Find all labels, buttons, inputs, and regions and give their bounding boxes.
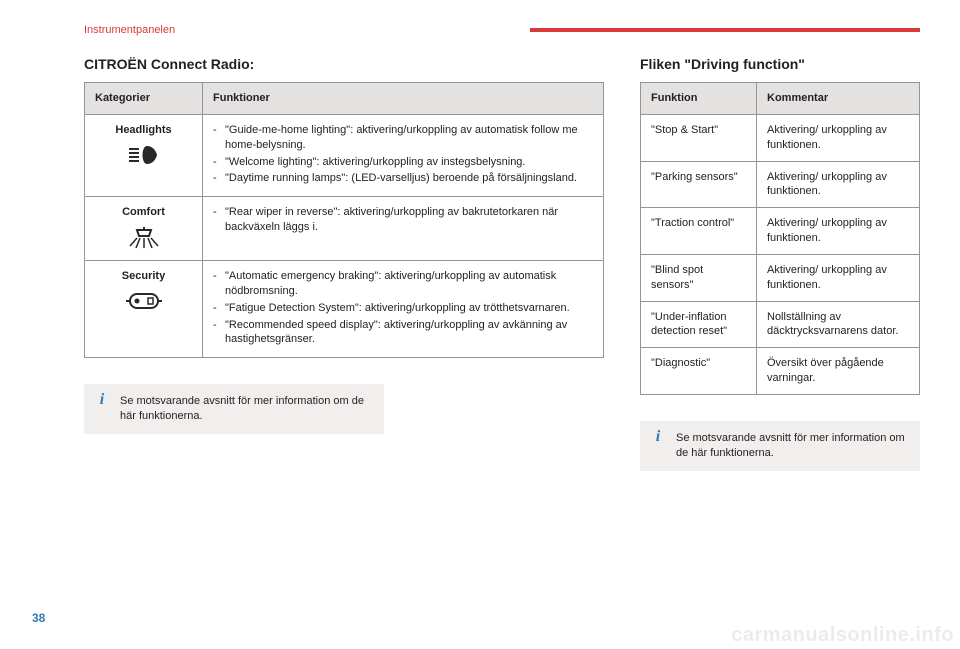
function-comment: Aktivering/ urkoppling av funktionen. xyxy=(757,114,920,161)
function-comment: Aktivering/ urkoppling av funktionen. xyxy=(757,161,920,208)
content-columns: CITROËN Connect Radio: Kategorier Funkti… xyxy=(84,56,920,471)
function-item: "Fatigue Detection System": aktivering/u… xyxy=(225,301,593,316)
page-number: 38 xyxy=(32,611,45,625)
headlight-icon xyxy=(95,144,192,166)
function-comment: Översikt över pågående varningar. xyxy=(757,348,920,395)
page-header: Instrumentpanelen xyxy=(84,24,920,36)
right-heading: Fliken "Driving function" xyxy=(640,56,920,72)
category-label: Security xyxy=(95,269,192,284)
function-item: "Daytime running lamps": (LED-varselljus… xyxy=(225,171,593,186)
function-comment: Nollställning av däcktrycksvarnarens dat… xyxy=(757,301,920,348)
table-row: Comfort xyxy=(85,197,604,261)
info-note-text: Se motsvarande avsnitt för mer informati… xyxy=(676,432,905,459)
category-cell: Headlights xyxy=(85,114,203,196)
category-cell: Comfort xyxy=(85,197,203,261)
function-comment: Aktivering/ urkoppling av funktionen. xyxy=(757,254,920,301)
category-label: Headlights xyxy=(95,123,192,138)
functions-cell: "Guide-me-home lighting": aktivering/urk… xyxy=(203,114,604,196)
function-name: "Traction control" xyxy=(641,208,757,255)
function-item: "Automatic emergency braking": aktiverin… xyxy=(225,269,593,299)
comfort-icon xyxy=(95,226,192,252)
function-item: "Recommended speed display": aktivering/… xyxy=(225,318,593,348)
categories-table: Kategorier Funktioner Headlights xyxy=(84,82,604,358)
info-note: i Se motsvarande avsnitt för mer informa… xyxy=(84,384,384,434)
function-comment: Aktivering/ urkoppling av funktionen. xyxy=(757,208,920,255)
table-row: "Under-inflation detection reset" Nollst… xyxy=(641,301,920,348)
function-item: "Welcome lighting": aktivering/urkopplin… xyxy=(225,155,593,170)
right-column: Fliken "Driving function" Funktion Komme… xyxy=(640,56,920,471)
category-label: Comfort xyxy=(95,205,192,220)
function-name: "Diagnostic" xyxy=(641,348,757,395)
functions-cell: "Automatic emergency braking": aktiverin… xyxy=(203,261,604,358)
category-cell: Security xyxy=(85,261,203,358)
function-name: "Under-inflation detection reset" xyxy=(641,301,757,348)
function-name: "Blind spot sensors" xyxy=(641,254,757,301)
table-row: "Blind spot sensors" Aktivering/ urkoppl… xyxy=(641,254,920,301)
function-item: "Guide-me-home lighting": aktivering/urk… xyxy=(225,123,593,153)
table-header-comment: Kommentar xyxy=(757,83,920,115)
function-name: "Parking sensors" xyxy=(641,161,757,208)
driving-function-table: Funktion Kommentar "Stop & Start" Aktive… xyxy=(640,82,920,395)
table-header-function: Funktion xyxy=(641,83,757,115)
table-row: "Parking sensors" Aktivering/ urkoppling… xyxy=(641,161,920,208)
info-note-text: Se motsvarande avsnitt för mer informati… xyxy=(120,395,364,422)
function-item: "Rear wiper in reverse": aktivering/urko… xyxy=(225,205,593,235)
watermark: carmanualsonline.info xyxy=(731,624,954,647)
header-rule xyxy=(530,28,920,32)
left-heading: CITROËN Connect Radio: xyxy=(84,56,604,72)
left-column: CITROËN Connect Radio: Kategorier Funkti… xyxy=(84,56,604,471)
section-label: Instrumentpanelen xyxy=(84,24,175,36)
table-row: "Diagnostic" Översikt över pågående varn… xyxy=(641,348,920,395)
table-row: "Stop & Start" Aktivering/ urkoppling av… xyxy=(641,114,920,161)
function-name: "Stop & Start" xyxy=(641,114,757,161)
functions-cell: "Rear wiper in reverse": aktivering/urko… xyxy=(203,197,604,261)
table-row: "Traction control" Aktivering/ urkopplin… xyxy=(641,208,920,255)
table-row: Headlights xyxy=(85,114,604,196)
table-row: Security xyxy=(85,261,604,358)
table-header-functions: Funktioner xyxy=(203,83,604,115)
security-icon xyxy=(95,290,192,312)
table-header-categories: Kategorier xyxy=(85,83,203,115)
info-note: i Se motsvarande avsnitt för mer informa… xyxy=(640,421,920,471)
info-icon: i xyxy=(94,392,110,408)
info-icon: i xyxy=(650,429,666,445)
manual-page: Instrumentpanelen CITROËN Connect Radio:… xyxy=(0,0,960,471)
